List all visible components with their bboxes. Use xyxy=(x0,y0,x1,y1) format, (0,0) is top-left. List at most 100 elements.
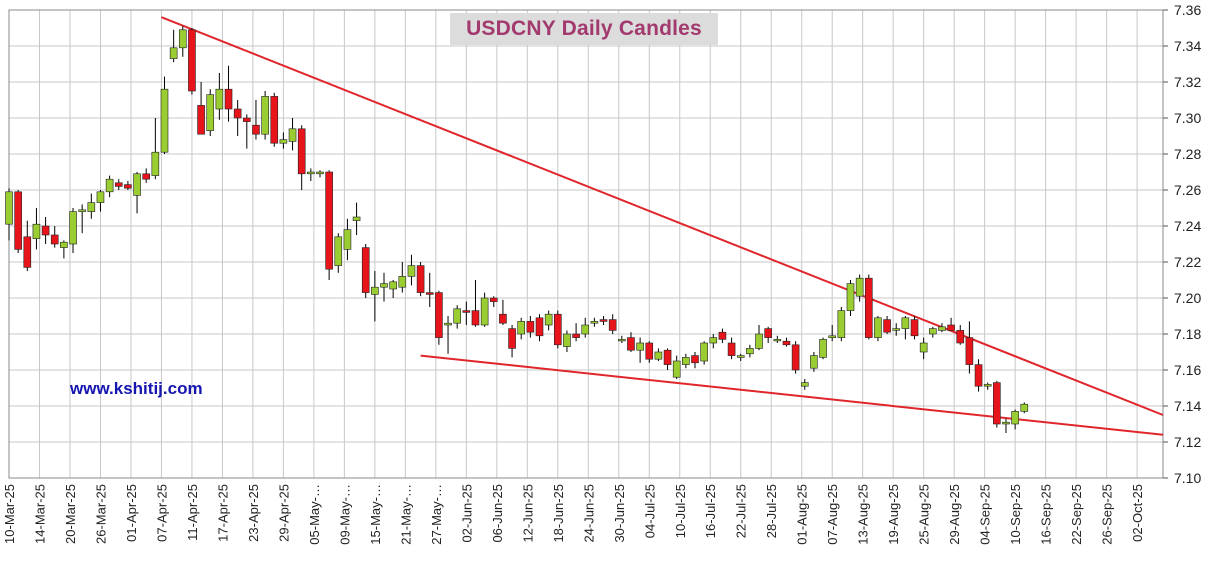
candle-body xyxy=(96,191,105,203)
candle-body xyxy=(572,333,580,338)
candle-body xyxy=(581,324,590,335)
candle xyxy=(956,325,965,345)
candle-body xyxy=(252,124,260,135)
x-tick-label: 22-Jul-25 xyxy=(734,484,749,538)
candle-body xyxy=(316,171,324,175)
candle-body xyxy=(1011,411,1019,425)
candle xyxy=(160,76,169,154)
candle xyxy=(855,274,864,302)
candle xyxy=(910,316,919,340)
candle-body xyxy=(682,357,690,365)
candle xyxy=(425,272,434,307)
x-tick-label: 15-May-… xyxy=(368,484,383,545)
candle-body xyxy=(746,348,754,355)
x-tick-label: 12-Jun-25 xyxy=(520,484,535,543)
candle xyxy=(316,170,324,178)
candle xyxy=(14,190,22,253)
chart-title-box: USDCNY Daily Candles xyxy=(450,13,718,45)
candle xyxy=(517,317,526,340)
candle-body xyxy=(636,342,644,351)
candle xyxy=(563,330,571,352)
candle xyxy=(5,188,13,241)
y-tick-label: 7.14 xyxy=(1174,398,1201,414)
candle-body xyxy=(956,330,965,344)
candle xyxy=(279,132,288,149)
y-tick-label: 7.34 xyxy=(1174,38,1201,54)
candle xyxy=(151,118,160,180)
candle-body xyxy=(151,151,160,176)
x-tick-label: 10-Jul-25 xyxy=(673,484,688,538)
y-tick-label: 7.32 xyxy=(1174,74,1201,90)
candle-body xyxy=(41,225,50,236)
candle xyxy=(243,114,251,149)
candle-body xyxy=(828,335,836,338)
candle xyxy=(252,100,260,140)
candle xyxy=(810,352,818,372)
candle-body xyxy=(371,286,379,295)
candle xyxy=(782,337,791,347)
candle-body xyxy=(691,355,699,364)
candle xyxy=(361,244,370,298)
candle xyxy=(553,310,562,349)
candle-body xyxy=(297,128,306,175)
candle-body xyxy=(819,339,827,358)
candle xyxy=(773,335,782,343)
candle-body xyxy=(334,236,343,266)
candle xyxy=(489,296,498,307)
candle xyxy=(288,118,297,151)
candle xyxy=(480,292,489,327)
candle-body xyxy=(178,29,187,49)
candle xyxy=(755,325,763,351)
candle xyxy=(1011,409,1019,430)
x-tick-label: 18-Jun-25 xyxy=(551,484,566,543)
x-tick-label: 25-Aug-25 xyxy=(917,484,932,545)
candle-body xyxy=(810,355,818,369)
candle xyxy=(901,316,910,340)
candle-body xyxy=(517,321,526,335)
candle xyxy=(114,179,123,190)
candle-body xyxy=(5,191,13,225)
candle xyxy=(727,337,736,360)
candle-body xyxy=(599,319,608,322)
candle xyxy=(974,359,983,392)
candle-body xyxy=(444,322,452,326)
candle-body xyxy=(535,317,544,337)
candle-body xyxy=(800,382,809,387)
candle-body xyxy=(782,340,791,346)
y-tick-label: 7.22 xyxy=(1174,254,1201,270)
x-tick-label: 21-May-… xyxy=(398,484,413,545)
candle xyxy=(105,175,114,198)
candle xyxy=(572,323,580,342)
candle xyxy=(197,82,205,135)
candle xyxy=(297,125,306,190)
candle-body xyxy=(352,216,361,221)
x-tick-label: 26-Mar-25 xyxy=(93,484,108,544)
candle xyxy=(965,321,974,374)
candle-body xyxy=(361,247,370,293)
watermark-text: www.kshitij.com xyxy=(70,379,203,398)
candle xyxy=(1020,402,1029,414)
x-tick-label: 19-Aug-25 xyxy=(886,484,901,545)
candle-body xyxy=(645,342,654,360)
candle xyxy=(407,254,416,286)
y-tick-label: 7.24 xyxy=(1174,218,1201,234)
x-tick-label: 07-Aug-25 xyxy=(825,484,840,545)
candle xyxy=(608,314,617,334)
candle xyxy=(499,299,507,325)
x-tick-label: 30-Jun-25 xyxy=(612,484,627,543)
candle-body xyxy=(736,355,745,358)
candle-body xyxy=(929,328,937,335)
candle xyxy=(892,323,901,336)
x-tick-label: 29-Apr-25 xyxy=(276,484,291,542)
candle xyxy=(270,92,279,147)
x-tick-label: 13-Aug-25 xyxy=(856,484,871,545)
candle xyxy=(50,226,59,248)
candle xyxy=(87,193,96,219)
candle-body xyxy=(709,337,718,344)
candle-body xyxy=(618,339,626,342)
candle xyxy=(215,73,224,120)
x-tick-label: 27-May-… xyxy=(429,484,444,545)
candle xyxy=(654,348,663,361)
candle xyxy=(874,316,882,342)
